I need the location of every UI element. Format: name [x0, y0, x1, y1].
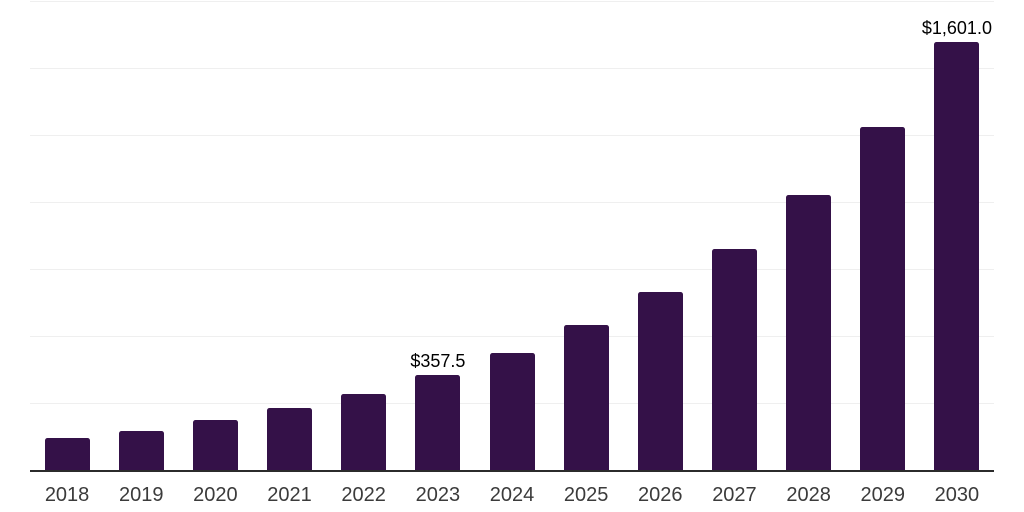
gridline-1500: [30, 68, 994, 69]
bar-2022: [341, 393, 387, 471]
bar-2030: [934, 41, 980, 471]
x-tick-2030: 2030: [934, 484, 980, 506]
bar-2026: [637, 291, 683, 471]
x-tick-2020: 2020: [193, 484, 238, 506]
bar-2018: [44, 438, 90, 471]
x-tick-2018: 2018: [44, 484, 90, 506]
gridline-1250: [30, 135, 994, 136]
bar-2025: [563, 324, 609, 471]
x-axis-line: [30, 470, 994, 472]
x-tick-2026: 2026: [638, 484, 683, 506]
bar-2024: [489, 352, 535, 471]
x-tick-2028: 2028: [786, 484, 831, 506]
bar-2021: [267, 407, 313, 471]
x-tick-2019: 2019: [118, 484, 164, 506]
gridline-1000: [30, 202, 994, 203]
x-tick-2027: 2027: [712, 484, 757, 506]
value-label-2030: $1,601.0: [921, 17, 992, 38]
bar-2029: [860, 126, 906, 471]
bar-2027: [711, 248, 757, 471]
bar-2019: [118, 430, 164, 471]
gridline-750: [30, 269, 994, 270]
x-tick-2024: 2024: [489, 484, 535, 506]
x-tick-2021: 2021: [267, 484, 312, 506]
x-tick-2022: 2022: [341, 484, 386, 506]
x-tick-2023: 2023: [415, 484, 461, 506]
bar-2023: [415, 375, 461, 471]
gridline-1750: [30, 1, 994, 2]
gridline-500: [30, 336, 994, 337]
bar-2028: [786, 194, 832, 471]
bar-2020: [192, 419, 238, 471]
x-axis-labels: 2018 2019 2020 2021 2022 2023 2024 2025 2026 2027…: [30, 483, 994, 509]
x-tick-2029: 2029: [860, 484, 906, 506]
plot-area: $357.5 $1,601.0: [30, 1, 994, 471]
value-label-2023: $357.5: [410, 351, 466, 372]
x-tick-2025: 2025: [563, 484, 609, 506]
